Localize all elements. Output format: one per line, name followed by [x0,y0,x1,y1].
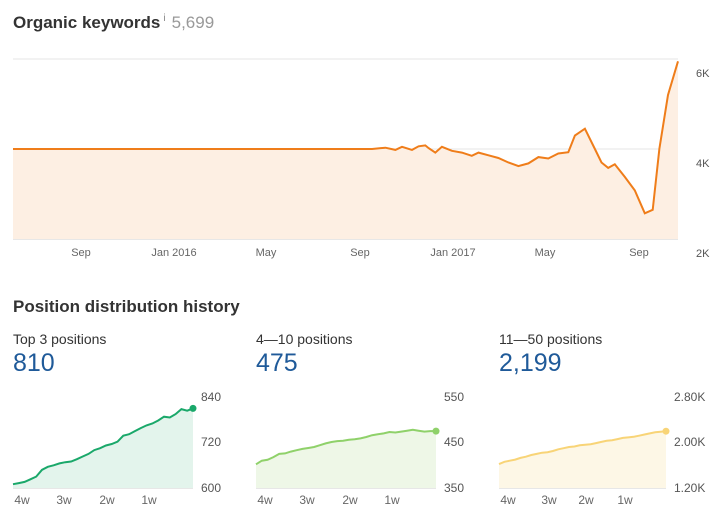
x-tick-label: 4w [14,493,30,507]
y-tick-label: 4K [696,158,710,170]
info-icon[interactable]: i [163,13,166,24]
organic-series-line[interactable] [13,61,679,215]
x-tick-label: 1w [141,493,157,507]
x-tick-label: 3w [541,493,557,507]
pos-4-10-area-fill [256,429,436,488]
x-tick-label: 4w [500,493,516,507]
y-tick-label: 2K [696,248,710,260]
x-tick-label: 2w [578,493,594,507]
pos-4-10-last-point[interactable] [432,427,440,435]
top3-mini-chart[interactable]: 840 720 600 4w 3w 2w 1w [0,386,240,510]
x-tick-label: Jan 2016 [151,247,196,259]
y-tick-label: 2.00K [674,435,705,449]
y-tick-label: 2.80K [674,390,705,404]
position-distribution-title: Position distribution history [13,297,240,316]
organic-keywords-chart[interactable]: 6K 4K 2K Sep Jan 2016 May Sep Jan 2017 M… [0,55,718,265]
organic-keywords-count: 5,699 [171,13,215,32]
y-tick-label: 720 [201,435,221,449]
y-tick-label: 600 [201,481,221,495]
pos-4-10-series-line[interactable] [255,428,436,466]
organic-area-fill [13,61,678,239]
panel-label-top3: Top 3 positions [13,331,107,347]
y-tick-label: 6K [696,68,710,80]
panel-value-top3: 810 [13,349,55,377]
x-tick-label: 2w [99,493,115,507]
pos-11-50-series-line[interactable] [498,430,667,466]
panel-label-11-50: 11—50 positions [499,331,603,347]
panel-value-4-10: 475 [256,349,298,377]
y-tick-label: 450 [444,435,464,449]
y-tick-label: 840 [201,390,221,404]
pos-4-10-mini-chart[interactable]: 550 450 350 4w 3w 2w 1w [243,386,483,510]
x-tick-label: May [256,247,277,259]
pos-11-50-mini-chart[interactable]: 2.80K 2.00K 1.20K 4w 3w 2w 1w [486,386,718,510]
y-tick-label: 550 [444,390,464,404]
y-tick-label: 350 [444,481,464,495]
top3-area-fill [13,408,193,488]
top3-last-point[interactable] [189,404,197,412]
x-tick-label: 2w [342,493,358,507]
x-tick-label: 4w [257,493,273,507]
x-tick-label: Jan 2017 [430,247,475,259]
x-tick-label: Sep [629,247,649,259]
y-tick-label: 1.20K [674,481,705,495]
x-tick-label: 3w [299,493,315,507]
organic-keywords-title: Organic keywords [13,13,161,32]
pos-11-50-area-fill [499,431,666,488]
x-tick-label: May [535,247,556,259]
x-tick-label: 1w [384,493,400,507]
x-tick-label: 1w [617,493,633,507]
x-tick-label: Sep [350,247,370,259]
panel-label-4-10: 4—10 positions [256,331,353,347]
organic-keywords-header: Organic keywords i 5,699 [13,13,214,33]
panel-value-11-50: 2,199 [499,349,562,377]
x-tick-label: Sep [71,247,91,259]
top3-series-line[interactable] [12,407,194,486]
x-tick-label: 3w [56,493,72,507]
pos-11-50-last-point[interactable] [662,427,670,435]
